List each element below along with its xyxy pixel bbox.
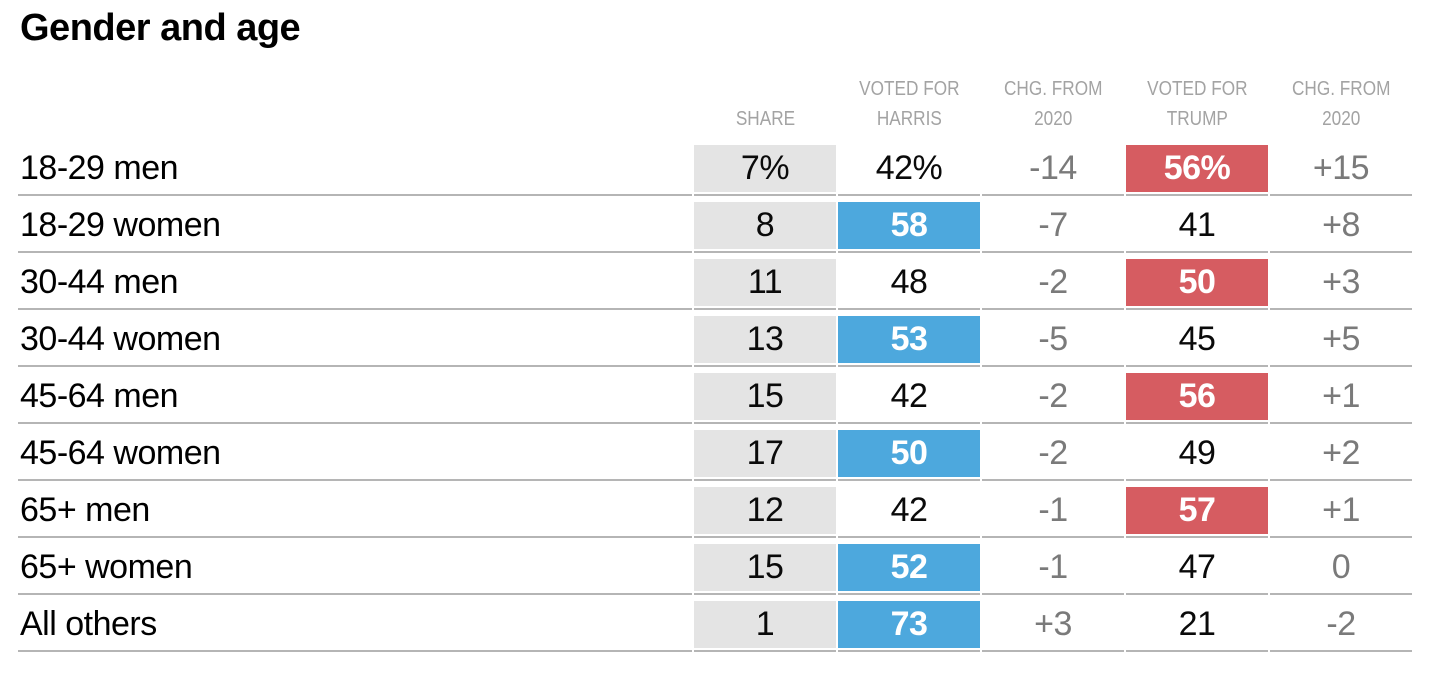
harris-value-cell: 53: [838, 316, 980, 367]
column-header-voted-harris: VOTED FOR HARRIS: [838, 74, 980, 134]
row-label: All others: [0, 601, 692, 652]
harris-change-cell: -14: [982, 145, 1124, 196]
harris-value-cell: 48: [838, 259, 980, 310]
harris-change-cell: -7: [982, 202, 1124, 253]
harris-change-cell: -5: [982, 316, 1124, 367]
harris-change-cell: -2: [982, 373, 1124, 424]
harris-change-cell: -1: [982, 487, 1124, 538]
page-title: Gender and age: [20, 7, 301, 49]
table-row: 65+ men 12 42 -1 57 +1: [0, 487, 1412, 544]
share-cell: 17: [694, 430, 836, 481]
column-header-voted-trump: VOTED FOR TRUMP: [1126, 74, 1268, 134]
row-label: 65+ women: [0, 544, 692, 595]
trump-change-cell: +8: [1270, 202, 1412, 253]
trump-change-cell: +15: [1270, 145, 1412, 196]
table-row: 30-44 women 13 53 -5 45 +5: [0, 316, 1412, 373]
trump-change-cell: +1: [1270, 373, 1412, 424]
trump-change-cell: 0: [1270, 544, 1412, 595]
harris-value-cell: 42: [838, 373, 980, 424]
table-row: 45-64 men 15 42 -2 56 +1: [0, 373, 1412, 430]
table-row: 18-29 women 8 58 -7 41 +8: [0, 202, 1412, 259]
table-row: All others 1 73 +3 21 -2: [0, 601, 1412, 658]
trump-change-cell: +3: [1270, 259, 1412, 310]
table-body: 18-29 men 7% 42% -14 56% +15 18-29 women…: [0, 145, 1430, 658]
harris-value-cell: 42%: [838, 145, 980, 196]
share-cell: 15: [694, 373, 836, 424]
column-header-label: CHG. FROM 2020: [1291, 78, 1391, 130]
trump-value-cell: 56%: [1126, 145, 1268, 196]
share-cell: 8: [694, 202, 836, 253]
row-label: 30-44 women: [0, 316, 692, 367]
column-header-label: VOTED FOR HARRIS: [858, 78, 960, 130]
share-cell: 7%: [694, 145, 836, 196]
trump-change-cell: +1: [1270, 487, 1412, 538]
trump-value-cell: 56: [1126, 373, 1268, 424]
harris-change-cell: -2: [982, 259, 1124, 310]
table-row: 30-44 men 11 48 -2 50 +3: [0, 259, 1412, 316]
row-label: 45-64 women: [0, 430, 692, 481]
trump-change-cell: -2: [1270, 601, 1412, 652]
column-header-label: CHG. FROM 2020: [1003, 78, 1103, 130]
row-label: 18-29 women: [0, 202, 692, 253]
row-label: 18-29 men: [0, 145, 692, 196]
gender-age-table: SHARE VOTED FOR HARRIS CHG. FROM 2020 VO…: [0, 74, 1430, 658]
harris-value-cell: 58: [838, 202, 980, 253]
column-header-label: SHARE: [735, 108, 795, 130]
harris-value-cell: 42: [838, 487, 980, 538]
column-header-harris-change: CHG. FROM 2020: [982, 74, 1124, 134]
share-cell: 1: [694, 601, 836, 652]
trump-value-cell: 47: [1126, 544, 1268, 595]
table-row: 65+ women 15 52 -1 47 0: [0, 544, 1412, 601]
trump-change-cell: +2: [1270, 430, 1412, 481]
harris-change-cell: -1: [982, 544, 1124, 595]
row-label: 45-64 men: [0, 373, 692, 424]
share-cell: 11: [694, 259, 836, 310]
row-label: 30-44 men: [0, 259, 692, 310]
exit-poll-graphic: Gender and age SHARE VOTED FOR HARRIS CH…: [0, 8, 1430, 682]
harris-value-cell: 50: [838, 430, 980, 481]
trump-value-cell: 21: [1126, 601, 1268, 652]
harris-change-cell: -2: [982, 430, 1124, 481]
column-header-trump-change: CHG. FROM 2020: [1270, 74, 1412, 134]
row-label: 65+ men: [0, 487, 692, 538]
share-cell: 13: [694, 316, 836, 367]
trump-change-cell: +5: [1270, 316, 1412, 367]
table-header: SHARE VOTED FOR HARRIS CHG. FROM 2020 VO…: [0, 74, 1412, 134]
column-header-spacer: [0, 74, 692, 134]
share-cell: 15: [694, 544, 836, 595]
trump-value-cell: 57: [1126, 487, 1268, 538]
harris-value-cell: 73: [838, 601, 980, 652]
table-row: 18-29 men 7% 42% -14 56% +15: [0, 145, 1412, 202]
column-header-label: VOTED FOR TRUMP: [1146, 78, 1248, 130]
share-cell: 12: [694, 487, 836, 538]
harris-change-cell: +3: [982, 601, 1124, 652]
column-header-share: SHARE: [694, 74, 836, 134]
table-row: 45-64 women 17 50 -2 49 +2: [0, 430, 1412, 487]
trump-value-cell: 50: [1126, 259, 1268, 310]
trump-value-cell: 41: [1126, 202, 1268, 253]
trump-value-cell: 49: [1126, 430, 1268, 481]
harris-value-cell: 52: [838, 544, 980, 595]
trump-value-cell: 45: [1126, 316, 1268, 367]
